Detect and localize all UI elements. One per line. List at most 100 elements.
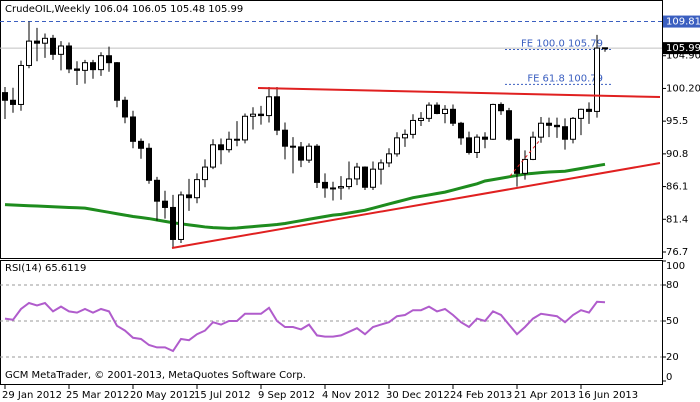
last-price-box xyxy=(663,42,700,55)
candle-body xyxy=(434,104,440,114)
x-tick-label: 29 Jan 2012 xyxy=(2,390,62,401)
candle-body xyxy=(218,144,224,151)
candle-body xyxy=(338,186,344,189)
candle-body xyxy=(594,47,600,112)
candle-body xyxy=(242,115,248,141)
candle-body xyxy=(234,138,240,141)
candle-body xyxy=(482,136,488,140)
candle-body xyxy=(538,122,544,138)
candle-body xyxy=(42,37,48,44)
candle-body xyxy=(290,145,296,148)
candle-body xyxy=(74,68,80,71)
last-price-label: 105.99 xyxy=(666,43,700,54)
candle-body xyxy=(170,206,176,240)
candle-body xyxy=(162,200,168,208)
x-tick-label: 25 Mar 2012 xyxy=(66,390,129,401)
candle-body xyxy=(258,113,264,117)
rsi-line xyxy=(4,300,606,353)
candle-body xyxy=(66,45,72,70)
candle-body xyxy=(26,40,32,66)
candle-body xyxy=(426,104,432,119)
candle-body xyxy=(274,96,280,131)
footer: GCM MetaTrader, © 2001-2013, MetaQuotes … xyxy=(5,370,306,381)
candle-body xyxy=(2,92,8,101)
candle-body xyxy=(586,108,592,112)
candle-body xyxy=(98,55,104,71)
candle-body xyxy=(474,136,480,153)
candle-body xyxy=(186,194,192,199)
rsi-title: RSI(14) 65.6119 xyxy=(5,263,86,274)
candle-body xyxy=(266,96,272,117)
candle-body xyxy=(354,166,360,180)
candle-body xyxy=(490,103,496,140)
candle-body xyxy=(10,99,16,105)
candle-body xyxy=(498,103,504,112)
candle-body xyxy=(298,146,304,161)
candle-body xyxy=(602,47,608,50)
candle-body xyxy=(386,153,392,164)
candle-body xyxy=(122,99,128,118)
candle-body xyxy=(546,122,552,126)
candle-body xyxy=(34,40,40,44)
y-tick-label: 90.8 xyxy=(666,149,688,160)
candle-body xyxy=(370,168,376,188)
fibo-label: FE 61.8 100.79 xyxy=(527,73,603,84)
moving-average xyxy=(4,162,606,230)
fibo-line xyxy=(509,139,541,177)
candle-body xyxy=(146,147,152,181)
candle-body xyxy=(194,179,200,199)
y-tick-label: 80 xyxy=(666,280,679,291)
x-tick-label: 15 Jul 2012 xyxy=(194,390,251,401)
y-tick-label: 104.90 xyxy=(666,51,700,62)
candle-body xyxy=(226,138,232,151)
rsi-panel xyxy=(0,260,663,385)
candle-body xyxy=(314,145,320,183)
chart-title: CrudeOIL,Weekly 106.04 106.05 105.48 105… xyxy=(5,4,243,15)
y-tick-label: 0 xyxy=(666,372,672,383)
candle-body xyxy=(90,62,96,71)
trend-line xyxy=(171,162,661,249)
candle-body xyxy=(282,129,288,147)
candle-body xyxy=(322,181,328,189)
candle-body xyxy=(50,37,56,55)
trend-line xyxy=(257,87,661,98)
candle-body xyxy=(466,137,472,153)
x-tick-label: 30 Dec 2012 xyxy=(386,390,450,401)
x-tick-label: 21 Apr 2013 xyxy=(514,390,576,401)
candle-body xyxy=(154,179,160,202)
y-tick-label: 100.20 xyxy=(666,83,700,94)
level-box xyxy=(663,15,700,28)
candle-body xyxy=(18,64,24,105)
x-tick-label: 4 Nov 2012 xyxy=(322,390,380,401)
candle-body xyxy=(410,119,416,135)
candle-body xyxy=(554,124,560,128)
candle-body xyxy=(82,62,88,71)
candle-body xyxy=(130,116,136,142)
candle-body xyxy=(330,187,336,190)
candle-body xyxy=(202,166,208,181)
candle-body xyxy=(362,166,368,188)
y-tick-label: 81.4 xyxy=(666,214,688,225)
fibo-label: FE 100.0 105.79 xyxy=(521,39,603,50)
candle-body xyxy=(578,108,584,119)
candle-body xyxy=(178,194,184,240)
candle-body xyxy=(514,138,520,174)
candle-body xyxy=(402,133,408,139)
x-tick-label: 24 Feb 2013 xyxy=(450,390,512,401)
candle-body xyxy=(418,117,424,121)
candle-body xyxy=(138,140,144,149)
y-tick-label: 50 xyxy=(666,316,679,327)
y-tick-label: 95.5 xyxy=(666,116,688,127)
y-tick-label: 20 xyxy=(666,352,679,363)
x-tick-label: 9 Sep 2012 xyxy=(258,390,315,401)
candle-body xyxy=(106,55,112,64)
candle-body xyxy=(306,145,312,161)
candle-body xyxy=(378,162,384,170)
candle-body xyxy=(114,62,120,101)
candle-body xyxy=(58,45,64,55)
candle-body xyxy=(442,108,448,114)
x-tick-label: 16 Jun 2013 xyxy=(578,390,638,401)
candle-body xyxy=(522,158,528,174)
candle-body xyxy=(394,137,400,155)
candle-body xyxy=(458,122,464,139)
